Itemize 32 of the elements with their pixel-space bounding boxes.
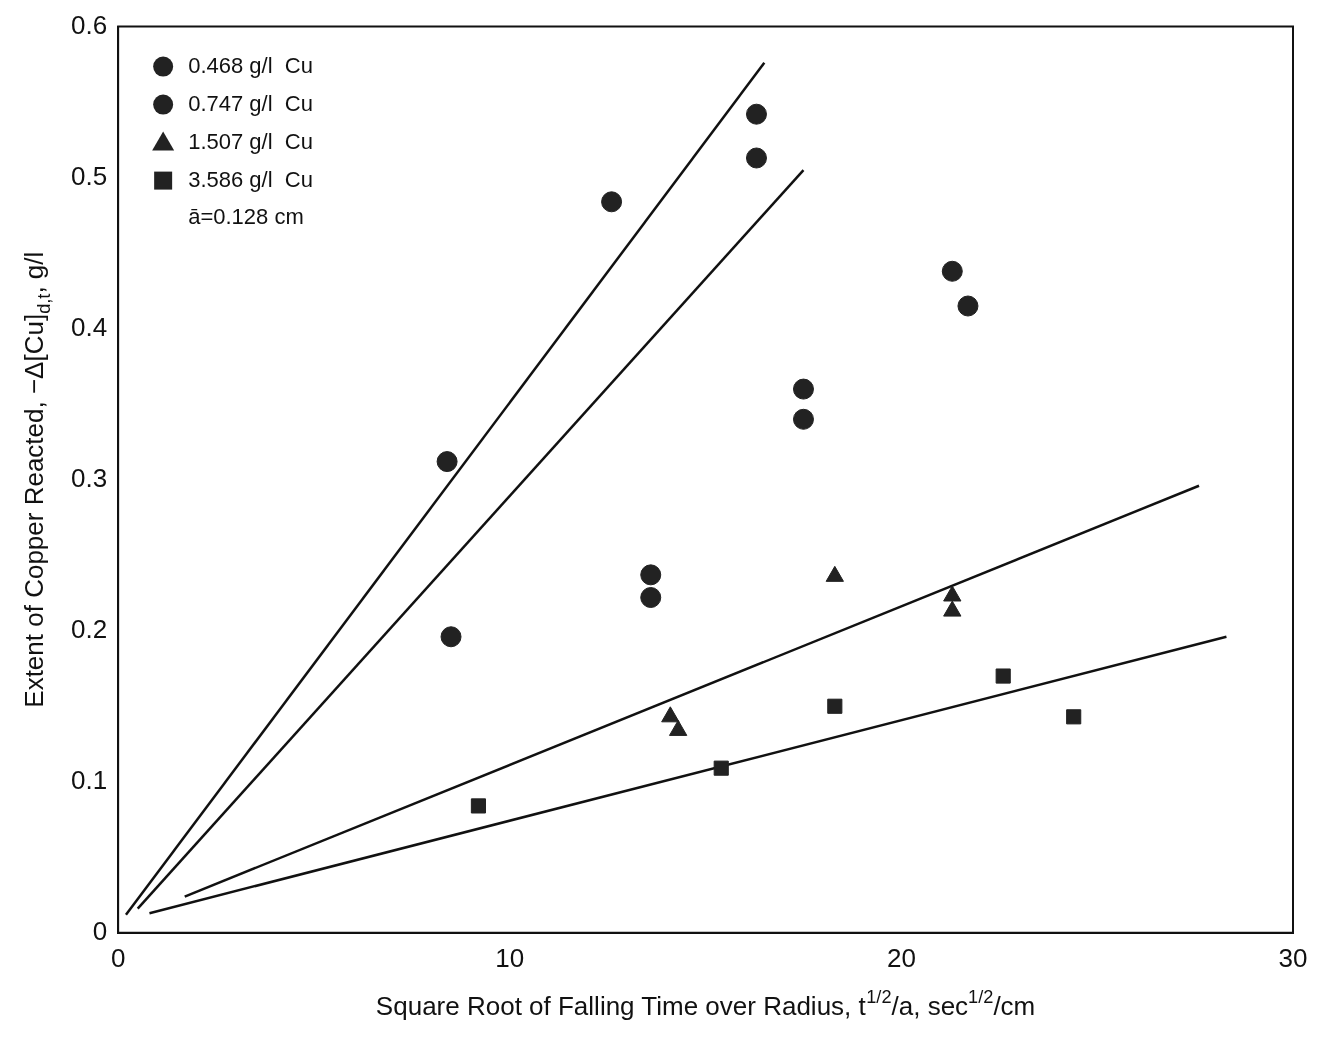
point [436, 451, 458, 473]
point [640, 587, 662, 609]
y-tick-label: 0.3 [70, 462, 108, 493]
y-tick-label: 0.2 [70, 613, 108, 644]
y-axis-title: Extent of Copper Reacted, −Δ[Cu]d,t, g/l [19, 251, 55, 708]
y-tick-label: 0.4 [70, 311, 108, 342]
point [640, 564, 662, 586]
x-tick-label: 20 [886, 942, 916, 973]
x-tick-label: 10 [495, 942, 525, 973]
annotation: ā=0.128 cm [188, 203, 304, 229]
y-tick-label: 0 [92, 915, 108, 946]
point [745, 147, 767, 169]
point [941, 260, 963, 282]
x-tick-label: 30 [1278, 942, 1308, 973]
point [470, 798, 486, 814]
point [745, 103, 767, 125]
y-tick-label: 0.5 [70, 160, 108, 191]
y-tick-label: 0.1 [70, 764, 108, 795]
point [792, 378, 814, 400]
legend-label: 3.586 g/l Cu [188, 166, 313, 192]
point [792, 408, 814, 430]
point [713, 760, 729, 776]
point [440, 626, 462, 648]
legend-label: 0.468 g/l Cu [188, 52, 313, 78]
point [957, 295, 979, 317]
point [827, 698, 843, 714]
legend-label: 1.507 g/l Cu [188, 128, 313, 154]
y-tick-label: 0.6 [70, 9, 108, 40]
legend-label: 0.747 g/l Cu [188, 90, 313, 116]
point [1066, 709, 1082, 725]
point [601, 191, 623, 213]
point [995, 668, 1011, 684]
